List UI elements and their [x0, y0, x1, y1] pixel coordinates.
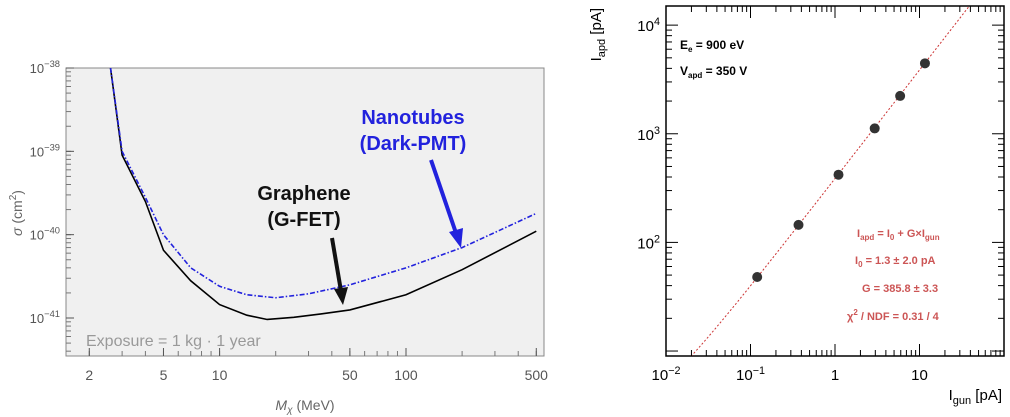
left-x-tick-label: 2 [85, 367, 93, 383]
left-series [109, 68, 537, 321]
left-y-tick-label: 10−41 [30, 309, 60, 326]
right-x-tick-label: 10−2 [652, 365, 681, 384]
left-plot-background [65, 67, 545, 357]
nanotubes-label-line1: Nanotubes [361, 107, 464, 129]
data-point [919, 58, 930, 69]
right-y-tick-label: 102 [637, 233, 660, 252]
left-chart: 2 5 10 50 100 500 10−38 10−39 10−40 10−41 Mχ (Me… [8, 59, 548, 416]
left-y-tick-label: 10−39 [30, 142, 60, 159]
graphene-series-line [109, 68, 537, 321]
right-x-tick-label: 10 [911, 367, 928, 384]
fit-intercept: I0 = 1.3 ± 2.0 pA [855, 255, 936, 269]
data-point [833, 169, 844, 180]
left-x-tick-label: 50 [342, 367, 358, 383]
left-x-axis-label: Mχ (MeV) [275, 397, 334, 416]
right-x-tick-label: 1 [831, 367, 839, 384]
graphene-label-line2: (G-FET) [267, 209, 340, 231]
right-points [752, 58, 930, 283]
fit-gain: G = 385.8 ± 3.3 [862, 283, 938, 295]
left-y-tick-label: 10−38 [30, 59, 60, 76]
graphene-arrow [330, 237, 343, 292]
graphene-label-line1: Graphene [257, 183, 350, 205]
voltage-condition: Vapd = 350 V [680, 64, 747, 80]
exposure-label: Exposure = 1 kg · 1 year [86, 333, 261, 350]
fit-formula: Iapd = I0 + G×Igun [857, 228, 940, 242]
left-x-tick-label: 100 [394, 367, 418, 383]
right-x-axis-label: Igun [pA] [949, 387, 1002, 407]
right-fit-line [690, 6, 970, 356]
fit-line [690, 6, 970, 356]
left-x-tick-label: 5 [160, 367, 168, 383]
fit-chi2: χ2 / NDF = 0.31 / 4 [847, 308, 940, 323]
left-x-tick-label: 10 [212, 367, 228, 383]
right-x-ticks: 10−2 10−1 1 10 [652, 6, 1001, 384]
right-y-ticks: 102 103 104 [637, 16, 1004, 357]
nanotubes-series-line [109, 68, 537, 299]
nanotubes-arrow-head [449, 228, 463, 248]
right-y-axis-label: Iapd [pA] [588, 8, 608, 61]
right-y-tick-label: 103 [637, 125, 660, 144]
left-y-axis-label: σ (cm2) [8, 190, 25, 236]
data-point [793, 219, 804, 230]
left-x-ticks: 2 5 10 50 100 500 [85, 348, 548, 383]
right-y-tick-label: 104 [637, 16, 660, 35]
data-point [869, 123, 880, 134]
data-point [895, 90, 906, 101]
left-y-tick-label: 10−40 [30, 226, 60, 243]
left-x-tick-label: 500 [525, 367, 549, 383]
right-x-tick-label: 10−1 [736, 365, 765, 384]
right-chart: 10−2 10−1 1 10 102 103 104 Ee = 900 eV Vapd =… [588, 5, 1005, 407]
energy-condition: Ee = 900 eV [680, 38, 744, 54]
data-point [752, 272, 763, 283]
nanotubes-arrow [429, 159, 459, 237]
right-plot-frame [665, 5, 1005, 357]
left-y-ticks: 10−38 10−39 10−40 10−41 [30, 59, 74, 326]
graphene-arrow-head [334, 287, 348, 305]
nanotubes-label-line2: (Dark-PMT) [360, 133, 467, 155]
